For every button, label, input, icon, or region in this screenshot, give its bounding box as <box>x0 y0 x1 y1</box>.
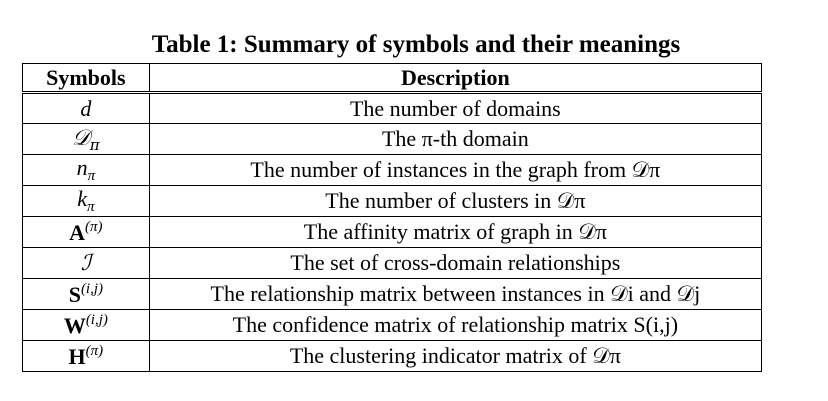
header-symbols: Symbols <box>22 63 150 93</box>
symbol-clustering-indicator: H(π) <box>68 342 104 369</box>
symbol-cell: kπ <box>22 185 150 217</box>
symbol-d: d <box>80 95 92 121</box>
table-row: S(i,j) The relationship matrix between i… <box>22 278 763 310</box>
description-cell: The confidence matrix of relationship ma… <box>148 309 763 341</box>
symbol-relationship-matrix: S(i,j) <box>68 280 104 307</box>
table-row: A(π) The affinity matrix of graph in 𝒟π <box>22 216 763 248</box>
symbol-affinity-matrix: A(π) <box>69 218 103 245</box>
description-cell: The clustering indicator matrix of 𝒟π <box>148 340 763 372</box>
symbol-k-pi: kπ <box>77 186 95 215</box>
symbols-table: Symbols Description d The number of doma… <box>22 63 763 372</box>
table-caption: Table 1: Summary of symbols and their me… <box>151 31 681 58</box>
description-cell: The affinity matrix of graph in 𝒟π <box>148 216 763 248</box>
description-cell: The number of clusters in 𝒟π <box>148 185 763 217</box>
symbol-cell: ℐ <box>22 247 150 279</box>
description-cell: The π-th domain <box>148 123 763 155</box>
symbol-cell: A(π) <box>22 216 150 248</box>
description-cell: The number of domains <box>148 91 763 124</box>
description-cell: The set of cross-domain relationships <box>148 247 763 279</box>
table-row: ℐ The set of cross-domain relationships <box>22 247 763 279</box>
symbol-relationship-set: ℐ <box>80 251 92 276</box>
symbol-domain-pi: 𝒟π <box>72 125 100 154</box>
symbol-n-pi: nπ <box>76 155 96 184</box>
header-description: Description <box>148 63 763 93</box>
table-header-row: Symbols Description <box>22 63 763 93</box>
symbol-confidence-matrix: W(i,j) <box>63 311 108 338</box>
description-cell: The relationship matrix between instance… <box>148 278 763 310</box>
table-row: d The number of domains <box>22 91 763 124</box>
symbol-cell: W(i,j) <box>22 309 150 341</box>
symbol-cell: 𝒟π <box>22 123 150 155</box>
table-row: nπ The number of instances in the graph … <box>22 154 763 186</box>
symbol-cell: nπ <box>22 154 150 186</box>
symbol-cell: S(i,j) <box>22 278 150 310</box>
table-row: kπ The number of clusters in 𝒟π <box>22 185 763 217</box>
table-row: H(π) The clustering indicator matrix of … <box>22 340 763 372</box>
symbol-cell: H(π) <box>22 340 150 372</box>
symbol-cell: d <box>22 91 150 124</box>
description-cell: The number of instances in the graph fro… <box>148 154 763 186</box>
table-row: W(i,j) The confidence matrix of relation… <box>22 309 763 341</box>
table-row: 𝒟π The π-th domain <box>22 123 763 155</box>
